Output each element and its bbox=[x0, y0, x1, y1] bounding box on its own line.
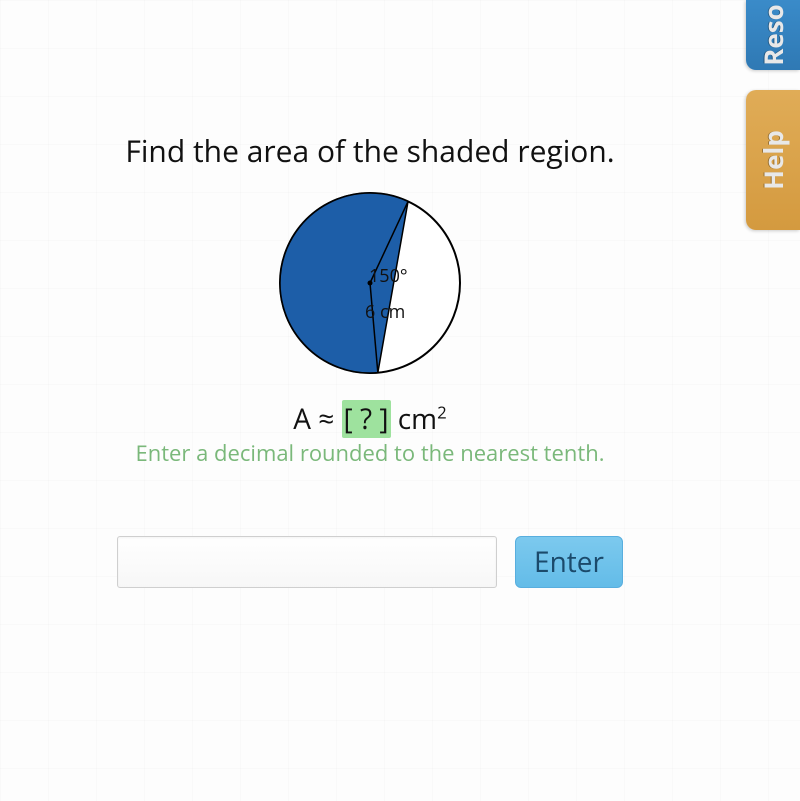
enter-button[interactable]: Enter bbox=[515, 536, 623, 588]
formula: A ≈ [ ? ] cm2 bbox=[0, 400, 740, 438]
answer-input[interactable] bbox=[117, 536, 497, 588]
circle-figure: 150° 6 cm bbox=[265, 178, 475, 388]
formula-prefix: A ≈ bbox=[293, 400, 341, 438]
angle-label: 150° bbox=[369, 264, 408, 288]
radius-label: 6 cm bbox=[365, 300, 405, 324]
rounding-hint: Enter a decimal rounded to the nearest t… bbox=[0, 438, 740, 468]
formula-unit-exp: 2 bbox=[437, 401, 447, 424]
problem-title: Find the area of the shaded region. bbox=[0, 130, 740, 171]
answer-row: Enter bbox=[0, 536, 740, 588]
formula-placeholder: [ ? ] bbox=[342, 400, 391, 438]
formula-unit-base: cm bbox=[391, 400, 438, 438]
problem-content: Find the area of the shaded region. 150°… bbox=[0, 0, 800, 801]
